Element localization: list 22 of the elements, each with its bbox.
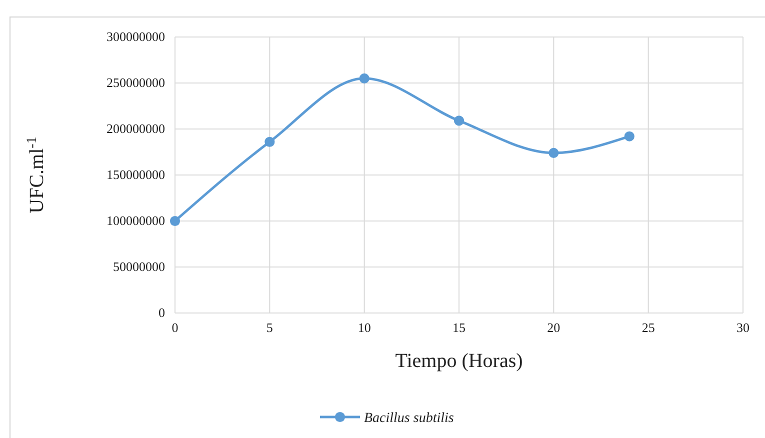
legend-label: Bacillus subtilis — [364, 411, 454, 426]
y-tick-label: 300000000 — [106, 29, 165, 44]
x-tick-label: 30 — [736, 320, 750, 336]
y-tick-label: 150000000 — [106, 167, 165, 182]
x-tick-label: 0 — [172, 320, 178, 336]
x-tick-label: 25 — [642, 320, 655, 336]
x-tick-label: 10 — [358, 320, 371, 336]
y-tick-label: 0 — [158, 305, 165, 320]
point — [264, 136, 275, 147]
y-tick-label: 100000000 — [106, 213, 165, 228]
x-axis-title: Tiempo (Horas) — [395, 350, 523, 372]
y-tick-label: 50000000 — [113, 259, 165, 274]
point — [170, 216, 180, 226]
point — [548, 148, 559, 158]
y-tick-label: 250000000 — [106, 75, 165, 90]
y-tick-label: 200000000 — [106, 121, 165, 136]
x-tick-label: 15 — [452, 320, 466, 336]
x-tick-label: 20 — [547, 320, 560, 336]
x-tick-label: 5 — [266, 320, 273, 336]
point — [454, 116, 464, 126]
point — [624, 131, 634, 142]
point — [359, 73, 370, 84]
